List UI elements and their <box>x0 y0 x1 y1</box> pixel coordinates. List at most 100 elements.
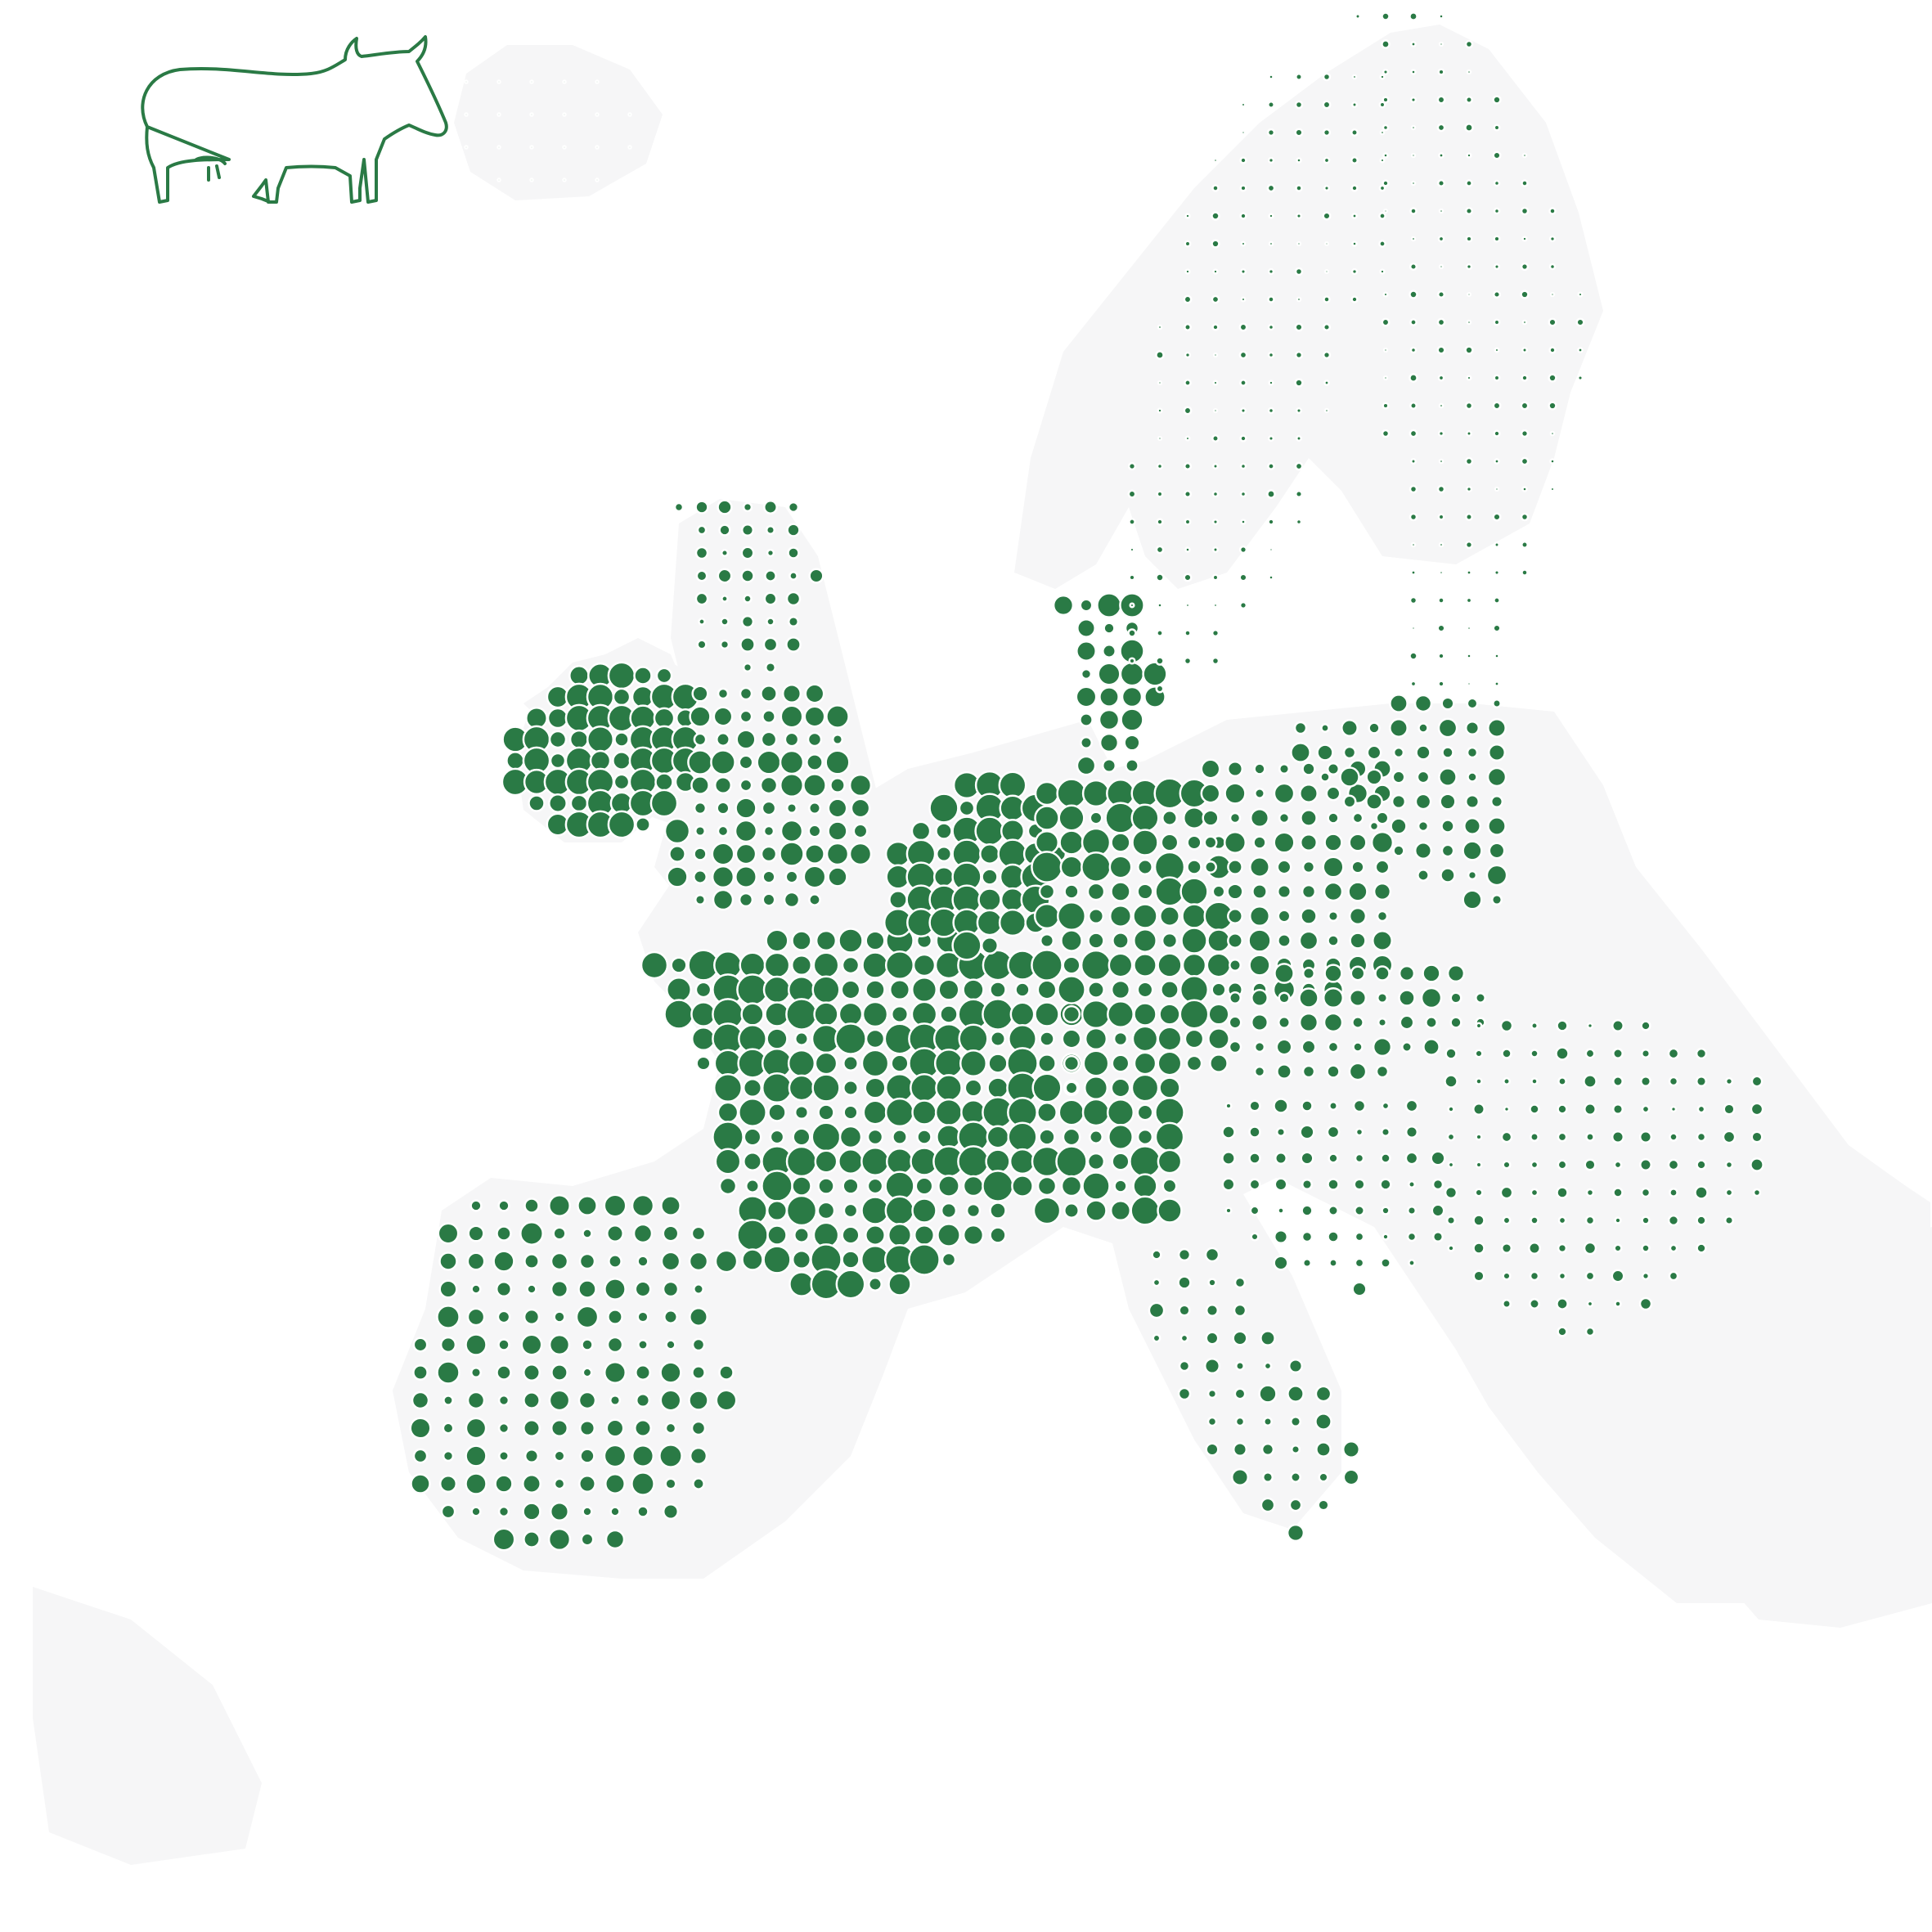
density-dot <box>1467 771 1478 783</box>
density-dot <box>808 568 824 584</box>
density-dot <box>1640 1020 1651 1031</box>
density-dot <box>1446 964 1466 983</box>
density-dot <box>1152 1333 1161 1343</box>
density-dot <box>1110 979 1131 1000</box>
density-dot <box>497 1338 510 1351</box>
density-dot <box>1466 653 1472 659</box>
density-dot <box>1184 240 1192 248</box>
density-dot <box>1381 429 1391 438</box>
density-dot <box>1253 762 1266 775</box>
density-dot <box>1549 486 1556 492</box>
density-dot <box>1301 1039 1317 1055</box>
density-dot <box>1235 1361 1245 1371</box>
density-dot <box>802 865 827 889</box>
density-dot <box>470 1283 482 1295</box>
density-dot <box>496 112 501 117</box>
density-dot <box>606 1224 624 1242</box>
density-dot <box>738 1098 767 1127</box>
region-finland <box>1355 11 1585 688</box>
density-dot <box>1499 1185 1514 1200</box>
density-dot <box>1248 1178 1261 1191</box>
density-dot <box>717 568 733 584</box>
density-dot <box>1240 101 1247 108</box>
density-dot <box>1639 1075 1652 1088</box>
density-dot <box>1206 928 1231 953</box>
density-dot <box>1466 152 1472 159</box>
density-dot <box>1466 625 1472 631</box>
density-dot <box>1211 628 1220 638</box>
density-dot <box>1248 1099 1261 1112</box>
density-dot <box>1611 1103 1624 1116</box>
density-dot <box>586 725 615 754</box>
density-dot <box>1437 717 1458 739</box>
density-dot <box>1437 68 1445 76</box>
density-dot <box>578 1419 596 1437</box>
density-dot <box>1212 268 1219 275</box>
density-dot <box>1294 378 1304 388</box>
density-dot <box>1464 39 1474 49</box>
region-scotland <box>673 499 824 674</box>
density-dot <box>1287 1385 1305 1403</box>
density-dot <box>1413 841 1433 860</box>
density-dot <box>1110 881 1131 902</box>
density-dot <box>1278 811 1291 824</box>
density-dot <box>1438 263 1445 270</box>
density-dot <box>743 594 753 604</box>
density-dot <box>958 1023 989 1054</box>
density-dot <box>550 1418 569 1438</box>
cow-icon <box>141 35 448 204</box>
density-dot <box>1584 1326 1596 1337</box>
density-dot <box>1493 318 1501 326</box>
density-dot <box>1247 928 1272 953</box>
density-dot <box>1750 1130 1764 1143</box>
density-dot <box>1327 1178 1340 1191</box>
density-dot <box>989 981 1007 999</box>
density-dot <box>885 1147 914 1176</box>
density-dot <box>595 79 600 84</box>
density-dot <box>1365 793 1383 811</box>
density-dot <box>662 1280 680 1298</box>
density-dot <box>1750 1075 1764 1088</box>
density-dot <box>760 685 778 703</box>
density-dot <box>1410 625 1417 631</box>
density-dot <box>1206 1416 1218 1427</box>
density-dot <box>1410 152 1417 159</box>
density-dot <box>1232 1441 1248 1458</box>
density-dot <box>1211 239 1220 249</box>
density-dot <box>1462 889 1483 910</box>
density-dot <box>1641 1104 1651 1114</box>
density-dot <box>838 1001 864 1027</box>
density-dot <box>1493 235 1501 243</box>
density-dot <box>1200 758 1221 780</box>
density-dot <box>1260 1330 1276 1346</box>
density-dot <box>1694 1185 1709 1200</box>
density-dot <box>868 1277 883 1292</box>
density-dot <box>1130 1073 1160 1103</box>
density-dot <box>1323 380 1330 386</box>
density-dot <box>1157 380 1163 386</box>
density-dot <box>1379 74 1386 80</box>
density-dot <box>803 705 826 728</box>
density-dot <box>495 1280 513 1298</box>
density-dot <box>1351 101 1358 108</box>
density-dot <box>1036 1175 1058 1197</box>
density-dot <box>603 1360 627 1385</box>
density-dot <box>1379 268 1386 275</box>
density-dot <box>520 1333 543 1356</box>
density-dot <box>1556 1297 1569 1310</box>
density-dot <box>1352 1041 1364 1053</box>
density-dot <box>1351 213 1358 219</box>
density-dot <box>1351 1016 1364 1029</box>
density-dot <box>1493 596 1501 604</box>
density-dot <box>989 1202 1007 1220</box>
density-dot <box>1056 778 1087 809</box>
density-dot <box>824 749 851 775</box>
density-dot <box>1378 101 1386 109</box>
density-dot <box>412 1364 429 1381</box>
density-dot <box>1492 151 1502 160</box>
density-dot <box>842 1202 859 1219</box>
density-dot <box>1258 1384 1278 1404</box>
density-dot <box>1472 1242 1485 1255</box>
density-dot <box>1409 373 1418 383</box>
density-dot <box>1463 817 1481 835</box>
